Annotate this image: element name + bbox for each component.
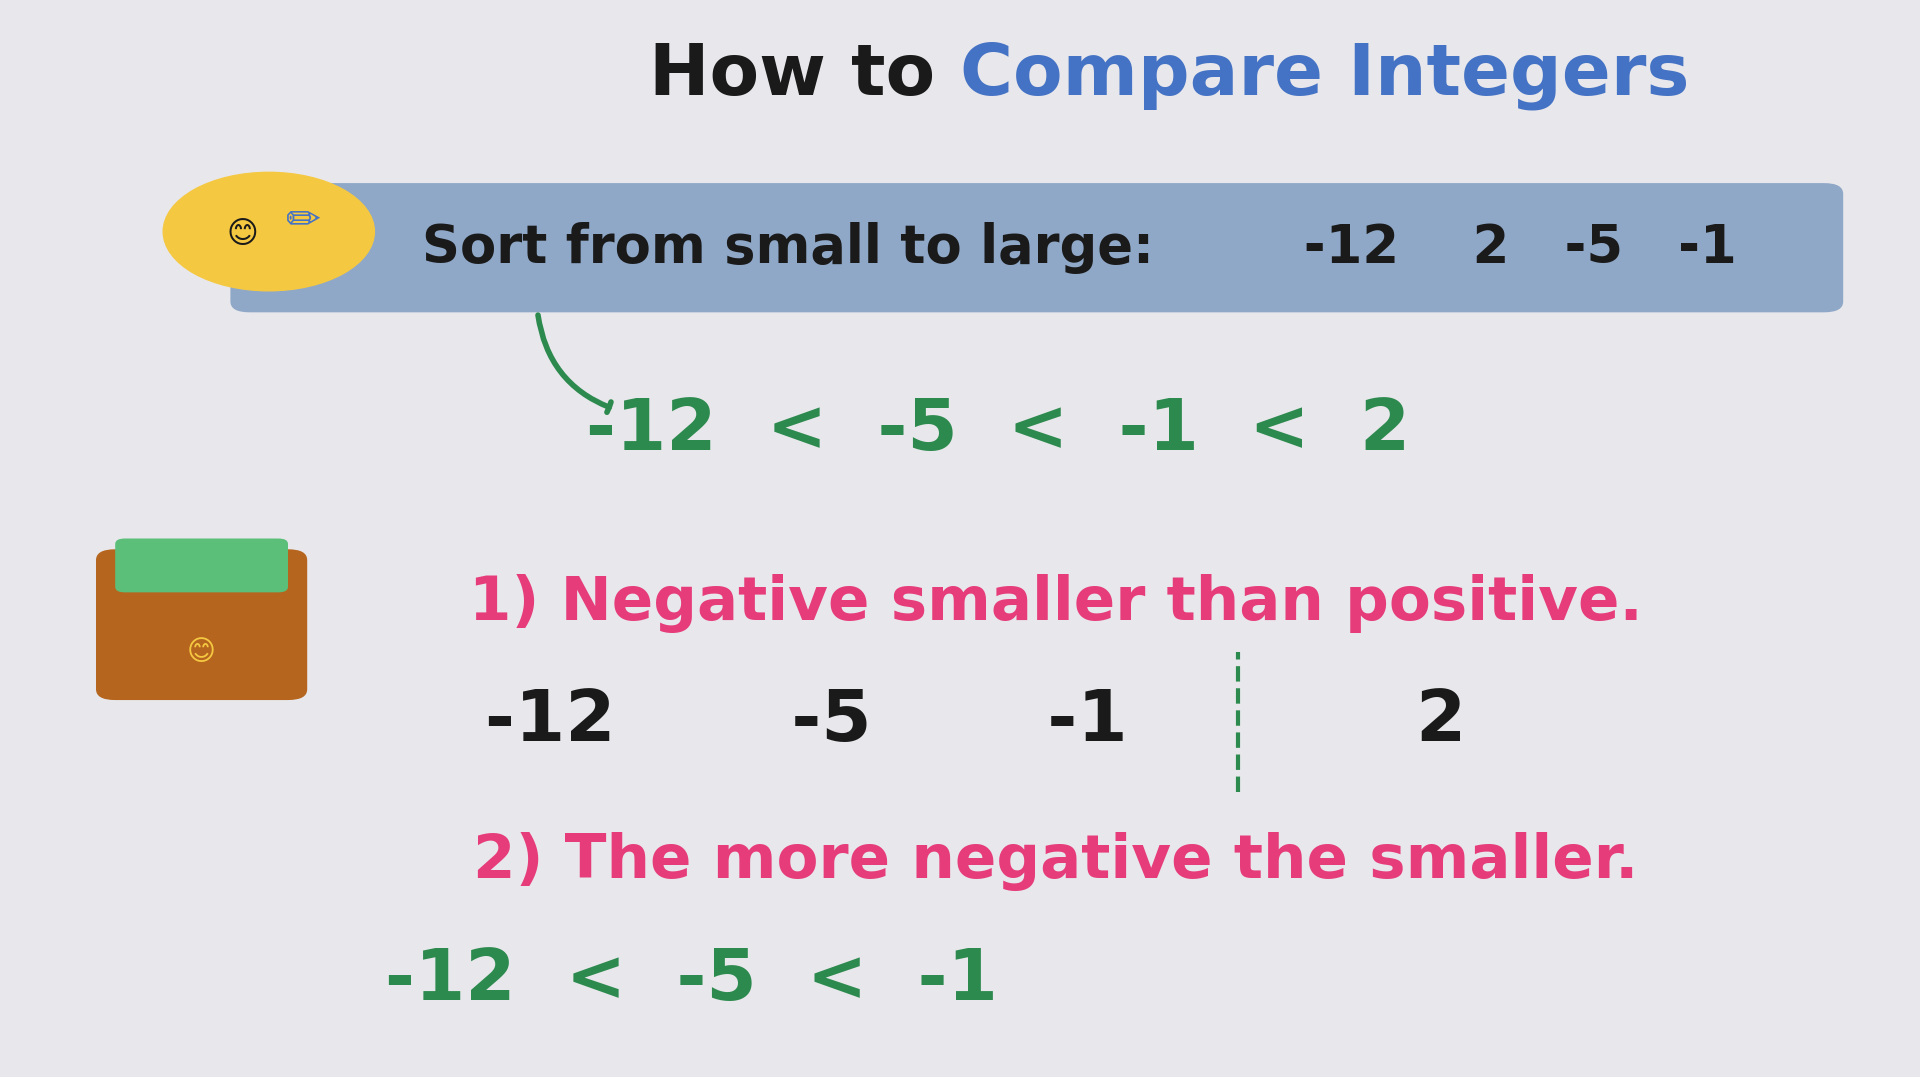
Text: -12       -5       -1: -12 -5 -1 <box>486 687 1127 756</box>
Text: -12  <  -5  <  -1  <  2: -12 < -5 < -1 < 2 <box>586 396 1411 465</box>
FancyBboxPatch shape <box>96 549 307 700</box>
Text: 1) Negative smaller than positive.: 1) Negative smaller than positive. <box>468 574 1644 632</box>
Text: -12    2   -5   -1: -12 2 -5 -1 <box>1267 222 1738 274</box>
FancyBboxPatch shape <box>115 538 288 592</box>
Text: 😊: 😊 <box>227 221 257 249</box>
Text: -12  <  -5  <  -1: -12 < -5 < -1 <box>384 946 998 1015</box>
Text: How to: How to <box>649 41 960 110</box>
Text: 2: 2 <box>1415 687 1465 756</box>
Text: Compare Integers: Compare Integers <box>960 41 1690 110</box>
Circle shape <box>163 172 374 291</box>
Text: 😊: 😊 <box>186 638 217 666</box>
Text: Sort from small to large:: Sort from small to large: <box>422 222 1154 274</box>
FancyBboxPatch shape <box>230 183 1843 312</box>
Text: 2) The more negative the smaller.: 2) The more negative the smaller. <box>474 833 1638 891</box>
Text: ✏: ✏ <box>286 200 321 241</box>
